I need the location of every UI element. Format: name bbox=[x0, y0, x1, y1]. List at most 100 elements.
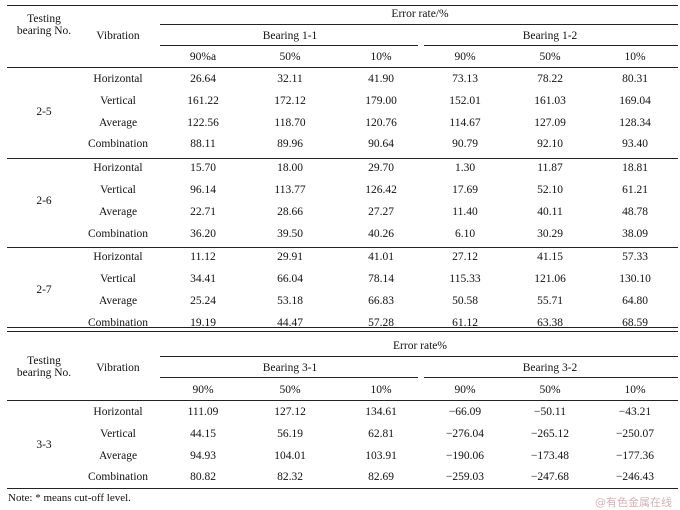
table2-bottom-rule bbox=[7, 488, 678, 489]
error-rate-value: −43.21 bbox=[618, 406, 652, 418]
vibration-header: Vibration bbox=[96, 30, 140, 42]
table1-top-rule bbox=[7, 5, 678, 6]
error-rate-value: 63.38 bbox=[537, 316, 563, 329]
error-rate-value: 82.32 bbox=[277, 471, 303, 484]
error-rate-value: 19.19 bbox=[190, 316, 216, 329]
error-rate-value: −66.09 bbox=[448, 406, 482, 418]
error-rate-value: −259.03 bbox=[445, 471, 485, 484]
error-rate-value: 61.21 bbox=[622, 184, 648, 196]
error-rate-value: 113.77 bbox=[274, 184, 306, 196]
error-rate-value: 90.64 bbox=[368, 138, 394, 151]
error-rate-value: 61.12 bbox=[452, 316, 478, 329]
testing-bearing-header: Testing bearing No. bbox=[16, 13, 72, 37]
vibration-label: Average bbox=[98, 449, 138, 462]
error-rate-value: 29.70 bbox=[368, 162, 394, 175]
error-rate-value: 57.28 bbox=[368, 316, 394, 329]
cutoff-level-header: 90% bbox=[192, 384, 214, 396]
error-rate-value: 90.79 bbox=[452, 138, 478, 151]
vibration-label: Average bbox=[98, 295, 138, 307]
table-note: Note: * means cut-off level. bbox=[8, 492, 131, 504]
error-rate-value: 64.80 bbox=[622, 295, 648, 307]
vibration-label: Vertical bbox=[100, 94, 136, 107]
cutoff-level-header: 90% bbox=[454, 51, 476, 63]
error-rate-value: 130.10 bbox=[619, 273, 651, 286]
error-rate-value: 44.15 bbox=[190, 427, 216, 440]
error-rate-value: 11.40 bbox=[452, 205, 478, 218]
group-a-underline bbox=[160, 377, 418, 378]
error-rate-value: 15.70 bbox=[190, 162, 216, 175]
testing-bearing-id: 2-7 bbox=[36, 284, 52, 297]
error-rate-value: 126.42 bbox=[365, 184, 397, 196]
error-rate-value: 38.09 bbox=[622, 227, 648, 240]
cutoff-level-header: 50% bbox=[279, 51, 301, 63]
bearing-group-header: Bearing 3-1 bbox=[262, 362, 318, 374]
error-rate-value: 89.96 bbox=[277, 138, 303, 151]
group-b-underline bbox=[424, 45, 678, 46]
vibration-label: Vertical bbox=[100, 273, 136, 286]
error-rate-value: −246.43 bbox=[615, 471, 655, 484]
bearing-group-header: Bearing 3-2 bbox=[522, 362, 578, 374]
error-rate-value: 30.29 bbox=[537, 227, 563, 240]
error-rate-value: 48.78 bbox=[622, 205, 648, 218]
vibration-label: Combination bbox=[87, 138, 149, 151]
error-rate-value: 18.00 bbox=[277, 162, 303, 175]
error-rate-value: 120.76 bbox=[365, 116, 397, 129]
error-rate-value: −250.07 bbox=[615, 427, 655, 440]
error-rate-value: 34.41 bbox=[190, 273, 216, 286]
error-rate-value: 127.09 bbox=[534, 116, 566, 129]
error-rate-value: 39.50 bbox=[277, 227, 303, 240]
error-rate-value: −177.36 bbox=[615, 449, 655, 462]
error-rate-value: 122.56 bbox=[187, 116, 219, 129]
vibration-label: Combination bbox=[87, 227, 149, 240]
error-rate-value: 78.14 bbox=[368, 273, 394, 286]
error-rate-value: 26.64 bbox=[190, 73, 216, 85]
error-rate-value: −276.04 bbox=[445, 427, 485, 440]
error-rate-value: 82.69 bbox=[368, 471, 394, 484]
error-rate-value: 40.26 bbox=[368, 227, 394, 240]
cutoff-level-header: 50% bbox=[539, 51, 561, 63]
error-rate-value: 88.11 bbox=[190, 138, 216, 151]
error-rate-value: 179.00 bbox=[365, 94, 397, 107]
group-b-underline bbox=[424, 377, 678, 378]
error-rate-value: 103.91 bbox=[365, 449, 397, 462]
error-rate-value: 25.24 bbox=[190, 295, 216, 307]
error-rate-value: 121.06 bbox=[534, 273, 566, 286]
error-rate-value: 128.34 bbox=[619, 116, 651, 129]
vibration-label: Horizontal bbox=[93, 406, 143, 418]
error-rate-value: −190.06 bbox=[445, 449, 485, 462]
error-rate-underline bbox=[160, 24, 678, 25]
error-rate-value: 111.09 bbox=[187, 406, 219, 418]
block-separator bbox=[7, 247, 678, 249]
bearing-group-header: Bearing 1-2 bbox=[522, 30, 578, 42]
vibration-label: Vertical bbox=[100, 427, 136, 440]
cutoff-level-header: 90%a bbox=[189, 51, 217, 63]
vibration-label: Average bbox=[98, 205, 138, 218]
cutoff-level-header: 10% bbox=[624, 384, 646, 396]
vibration-label: Horizontal bbox=[93, 162, 143, 175]
error-rate-value: 57.33 bbox=[622, 251, 648, 264]
error-rate-value: −173.48 bbox=[530, 449, 570, 462]
error-rate-underline bbox=[160, 356, 678, 357]
error-rate-value: 53.18 bbox=[277, 295, 303, 307]
testing-bearing-header: Testing bearing No. bbox=[16, 355, 72, 379]
error-rate-value: 29.91 bbox=[277, 251, 303, 264]
error-rate-value: 11.87 bbox=[537, 162, 563, 175]
vibration-header: Vibration bbox=[96, 362, 140, 374]
error-rate-value: 66.83 bbox=[368, 295, 394, 307]
error-rate-value: 27.27 bbox=[368, 205, 394, 218]
vibration-label: Combination bbox=[87, 471, 149, 484]
vibration-label: Combination bbox=[87, 316, 149, 329]
error-rate-value: 94.93 bbox=[190, 449, 216, 462]
error-rate-value: 17.69 bbox=[452, 184, 478, 196]
error-rate-value: −247.68 bbox=[530, 471, 570, 484]
error-rate-value: 62.81 bbox=[368, 427, 394, 440]
error-rate-value: 161.22 bbox=[187, 94, 219, 107]
error-rate-value: 92.10 bbox=[537, 138, 563, 151]
group-a-underline bbox=[160, 45, 418, 46]
cutoff-level-header: 10% bbox=[370, 51, 392, 63]
error-rate-header: Error rate% bbox=[393, 340, 447, 352]
error-rate-value: 114.67 bbox=[449, 116, 481, 129]
vibration-label: Horizontal bbox=[93, 251, 143, 264]
error-rate-value: 41.15 bbox=[537, 251, 563, 264]
error-rate-value: 52.10 bbox=[537, 184, 563, 196]
